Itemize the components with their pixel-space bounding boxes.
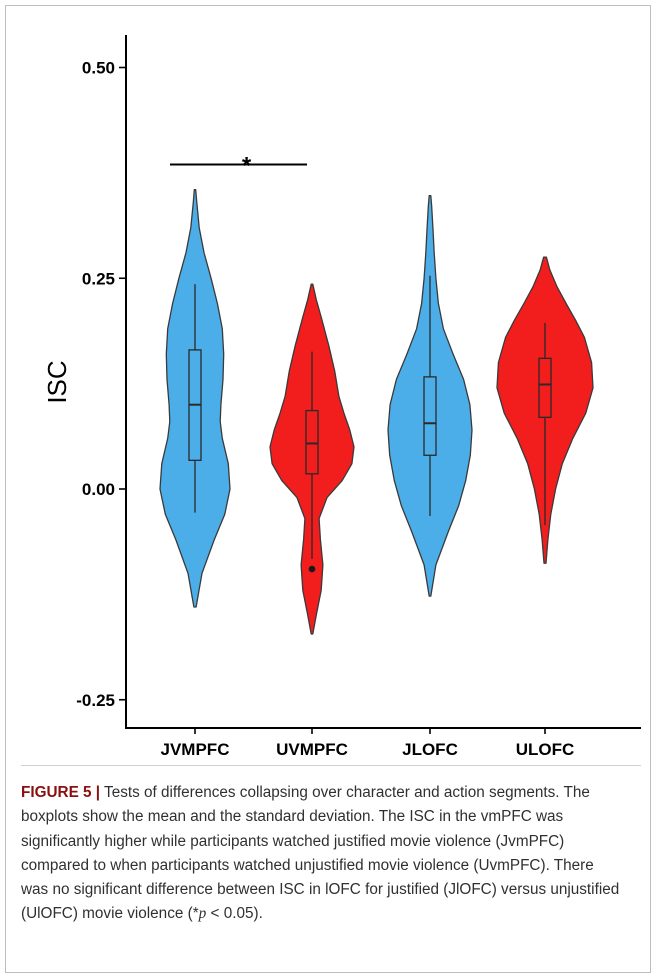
caption-label: FIGURE 5 | bbox=[21, 784, 101, 801]
y-axis-label: ISC bbox=[42, 360, 72, 403]
significance-annotation: * bbox=[170, 152, 307, 179]
x-tick-label: JLOFC bbox=[402, 740, 458, 759]
caption-divider bbox=[21, 765, 641, 766]
caption-text: Tests of differences collapsing over cha… bbox=[21, 784, 620, 923]
box-ulofc bbox=[538, 357, 552, 418]
caption-p-symbol: p bbox=[198, 905, 207, 923]
violin-jlofc bbox=[387, 194, 473, 597]
axes-layer bbox=[125, 35, 641, 729]
figure-caption: FIGURE 5 | Tests of differences collapsi… bbox=[21, 781, 621, 927]
violin-jvmpfc bbox=[159, 189, 231, 608]
caption-text-end: < 0.05). bbox=[206, 905, 263, 923]
x-tick-label: UVMPFC bbox=[276, 740, 348, 759]
violin-chart: -0.25 0.00 0.25 0.50 JVMPFC UVMPFC JLOFC ULOFC… bbox=[42, 35, 641, 759]
y-tick-label: 0.25 bbox=[82, 269, 115, 288]
x-tick-label: JVMPFC bbox=[161, 740, 230, 759]
outlier-point-uvmpfc-0 bbox=[308, 565, 316, 573]
y-tick-label: 0.00 bbox=[82, 480, 115, 499]
boxplots-layer bbox=[188, 275, 552, 573]
significance-star: * bbox=[242, 152, 252, 179]
violin-uvmpfc bbox=[269, 283, 355, 635]
y-ticks-layer: -0.25 0.00 0.25 0.50 bbox=[76, 59, 126, 710]
violins-layer bbox=[159, 189, 594, 635]
violin-ulofc bbox=[496, 256, 594, 564]
y-tick-label: 0.50 bbox=[82, 59, 115, 78]
figure-frame bbox=[5, 5, 651, 973]
x-tick-label: ULOFC bbox=[516, 740, 575, 759]
box-jlofc bbox=[423, 376, 437, 456]
box-uvmpfc bbox=[305, 409, 319, 475]
x-ticks-layer: JVMPFC UVMPFC JLOFC ULOFC bbox=[161, 728, 575, 759]
y-tick-label: -0.25 bbox=[76, 691, 115, 710]
